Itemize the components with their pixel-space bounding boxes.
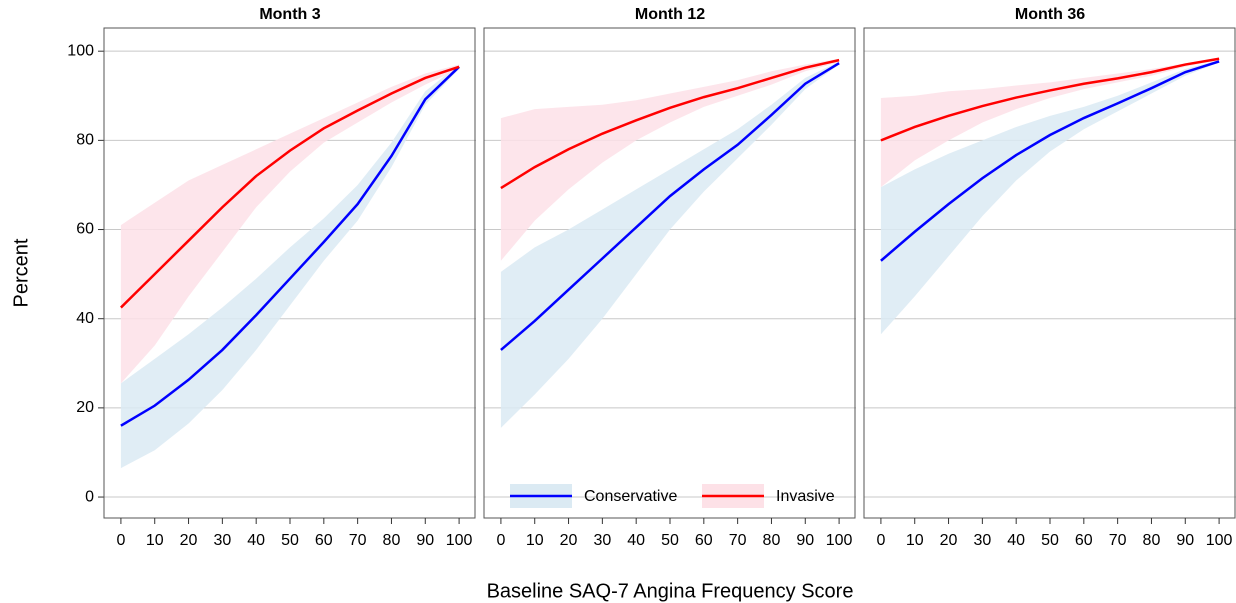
x-tick-label: 100 bbox=[826, 532, 853, 549]
x-tick-label: 90 bbox=[1176, 532, 1194, 549]
x-tick-label: 60 bbox=[315, 532, 333, 549]
x-tick-label: 100 bbox=[446, 532, 473, 549]
x-tick-label: 40 bbox=[247, 532, 265, 549]
x-tick-label: 90 bbox=[416, 532, 434, 549]
y-tick-label: 0 bbox=[85, 488, 94, 505]
panel-title: Month 12 bbox=[635, 6, 705, 23]
x-tick-label: 40 bbox=[1007, 532, 1025, 549]
confidence-band bbox=[880, 60, 1220, 335]
x-tick-label: 30 bbox=[973, 532, 991, 549]
x-tick-label: 100 bbox=[1206, 532, 1233, 549]
panel-title: Month 3 bbox=[259, 6, 320, 23]
x-tick-label: 0 bbox=[876, 532, 885, 549]
line bbox=[500, 62, 840, 351]
x-tick-label: 80 bbox=[383, 532, 401, 549]
x-tick-label: 50 bbox=[661, 532, 679, 549]
line bbox=[120, 65, 460, 309]
line bbox=[880, 57, 1220, 142]
line bbox=[120, 65, 460, 427]
confidence-band bbox=[500, 58, 840, 261]
x-tick-label: 30 bbox=[213, 532, 231, 549]
y-axis-label: Percent bbox=[10, 238, 32, 307]
x-tick-label: 20 bbox=[940, 532, 958, 549]
y-tick-label: 100 bbox=[67, 42, 94, 59]
x-tick-label: 50 bbox=[1041, 532, 1059, 549]
x-tick-label: 60 bbox=[1075, 532, 1093, 549]
x-tick-label: 0 bbox=[496, 532, 505, 549]
y-tick-label: 40 bbox=[76, 310, 94, 327]
line bbox=[500, 58, 840, 190]
x-tick-label: 90 bbox=[796, 532, 814, 549]
y-tick-label: 20 bbox=[76, 399, 94, 416]
x-tick-label: 70 bbox=[729, 532, 747, 549]
x-tick-label: 10 bbox=[526, 532, 544, 549]
legend-label: Conservative bbox=[584, 488, 677, 505]
x-tick-label: 60 bbox=[695, 532, 713, 549]
confidence-band bbox=[500, 61, 840, 428]
x-tick-label: 80 bbox=[1143, 532, 1161, 549]
panel-title: Month 36 bbox=[1015, 6, 1085, 23]
x-tick-label: 70 bbox=[1109, 532, 1127, 549]
x-tick-label: 20 bbox=[560, 532, 578, 549]
confidence-band bbox=[120, 64, 460, 384]
line bbox=[880, 60, 1220, 262]
y-tick-label: 80 bbox=[76, 132, 94, 149]
x-tick-label: 10 bbox=[146, 532, 164, 549]
x-tick-label: 10 bbox=[906, 532, 924, 549]
confidence-band bbox=[120, 64, 460, 469]
x-tick-label: 0 bbox=[116, 532, 125, 549]
x-tick-label: 70 bbox=[349, 532, 367, 549]
x-tick-label: 20 bbox=[180, 532, 198, 549]
x-tick-label: 80 bbox=[763, 532, 781, 549]
x-axis-label: Baseline SAQ-7 Angina Frequency Score bbox=[487, 580, 854, 602]
x-tick-label: 40 bbox=[627, 532, 645, 549]
legend-label: Invasive bbox=[776, 488, 835, 505]
confidence-band bbox=[880, 57, 1220, 188]
x-tick-label: 50 bbox=[281, 532, 299, 549]
y-tick-label: 60 bbox=[76, 221, 94, 238]
x-tick-label: 30 bbox=[593, 532, 611, 549]
